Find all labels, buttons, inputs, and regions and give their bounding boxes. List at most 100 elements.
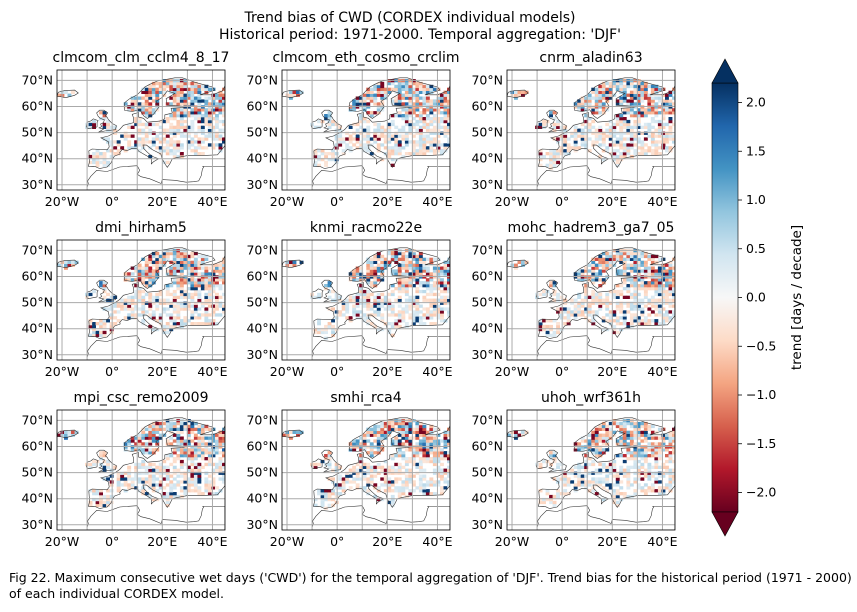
trend-cell	[176, 119, 181, 124]
trend-cell	[165, 284, 170, 288]
trend-cell	[594, 471, 599, 475]
trend-cell	[601, 269, 606, 273]
trend-cell	[359, 465, 364, 469]
trend-cell	[615, 319, 620, 323]
trend-cell	[573, 140, 578, 144]
trend-cell	[429, 272, 434, 276]
trend-cell	[109, 322, 114, 326]
trend-cell	[657, 119, 662, 124]
trend-cell	[211, 310, 216, 314]
trend-cell	[215, 122, 219, 127]
trend-cell	[647, 486, 652, 490]
trend-cell	[383, 295, 388, 299]
trend-cell	[197, 307, 202, 311]
trend-cell	[218, 134, 223, 138]
trend-cell	[443, 289, 448, 294]
trend-cell	[373, 266, 378, 270]
trend-cell	[422, 284, 427, 288]
trend-cell	[369, 272, 374, 276]
lon-tick-label: 20°W	[45, 194, 80, 209]
trend-cell	[172, 424, 177, 429]
trend-cell	[636, 146, 641, 150]
trend-cell	[397, 93, 402, 97]
trend-cell	[338, 295, 343, 299]
trend-cell	[629, 319, 634, 323]
trend-cell	[204, 424, 209, 429]
trend-cell	[183, 307, 188, 311]
trend-cell	[341, 301, 346, 305]
trend-cell	[672, 284, 675, 288]
trend-cell	[418, 462, 423, 467]
trend-cell	[71, 430, 75, 434]
trend-cell	[401, 436, 406, 440]
trend-cell	[587, 319, 592, 323]
trend-cell	[556, 119, 560, 124]
trend-cell	[615, 284, 620, 288]
trend-cell	[359, 269, 364, 273]
trend-cell	[594, 128, 599, 132]
trend-cell	[636, 448, 641, 452]
trend-cell	[338, 486, 343, 490]
trend-cell	[387, 301, 392, 305]
trend-cell	[116, 483, 121, 487]
trend-cell	[99, 503, 103, 507]
trend-cell	[573, 134, 578, 138]
trend-cell	[141, 269, 146, 273]
trend-cell	[636, 474, 641, 478]
trend-cell	[348, 272, 353, 276]
trend-cell	[422, 468, 427, 472]
trend-cell	[373, 313, 378, 317]
trend-cell	[183, 260, 188, 264]
trend-cell	[432, 137, 437, 141]
trend-cell	[186, 134, 191, 138]
trend-cell	[665, 122, 669, 127]
trend-cell	[215, 119, 219, 124]
trend-cell	[397, 310, 402, 314]
trend-cell	[411, 87, 416, 91]
trend-cell	[559, 310, 564, 314]
trend-cell	[148, 281, 153, 285]
trend-cell	[432, 436, 437, 440]
trend-cell	[563, 134, 568, 138]
trend-cell	[362, 489, 367, 493]
trend-cell	[215, 448, 219, 452]
trend-cell	[169, 319, 174, 323]
trend-cell	[116, 477, 121, 481]
lat-tick-label: 60°N	[471, 439, 503, 454]
trend-cell	[394, 149, 399, 153]
trend-cell	[179, 278, 184, 282]
trend-cell	[629, 292, 634, 297]
trend-cell	[158, 465, 163, 469]
trend-cell	[443, 480, 448, 484]
trend-cell	[106, 137, 110, 141]
trend-cell	[102, 160, 107, 165]
trend-cell	[130, 477, 135, 481]
trend-cell	[390, 421, 395, 426]
trend-cell	[141, 480, 146, 484]
trend-cell	[622, 111, 627, 115]
lat-tick-label: 50°N	[21, 125, 53, 140]
trend-cell	[102, 459, 107, 464]
trend-cell	[608, 84, 613, 89]
trend-cell	[179, 442, 184, 446]
trend-cell	[134, 292, 139, 297]
trend-cell	[193, 140, 198, 144]
trend-cell	[366, 465, 371, 469]
trend-cell	[598, 307, 603, 311]
trend-cell	[650, 260, 655, 264]
trend-cell	[619, 84, 624, 89]
trend-cell	[130, 102, 135, 106]
trend-cell	[629, 436, 634, 440]
trend-cell	[211, 427, 216, 431]
trend-cell	[668, 301, 673, 305]
trend-cell	[517, 93, 522, 97]
trend-cell	[650, 301, 655, 305]
trend-cell	[640, 111, 645, 115]
trend-cell	[650, 269, 655, 273]
trend-cell	[222, 477, 225, 481]
trend-cell	[629, 125, 634, 129]
trend-cell	[601, 327, 606, 332]
trend-cell	[650, 430, 655, 434]
lon-tick-label: 40°E	[647, 534, 677, 549]
trend-cell	[162, 149, 167, 153]
